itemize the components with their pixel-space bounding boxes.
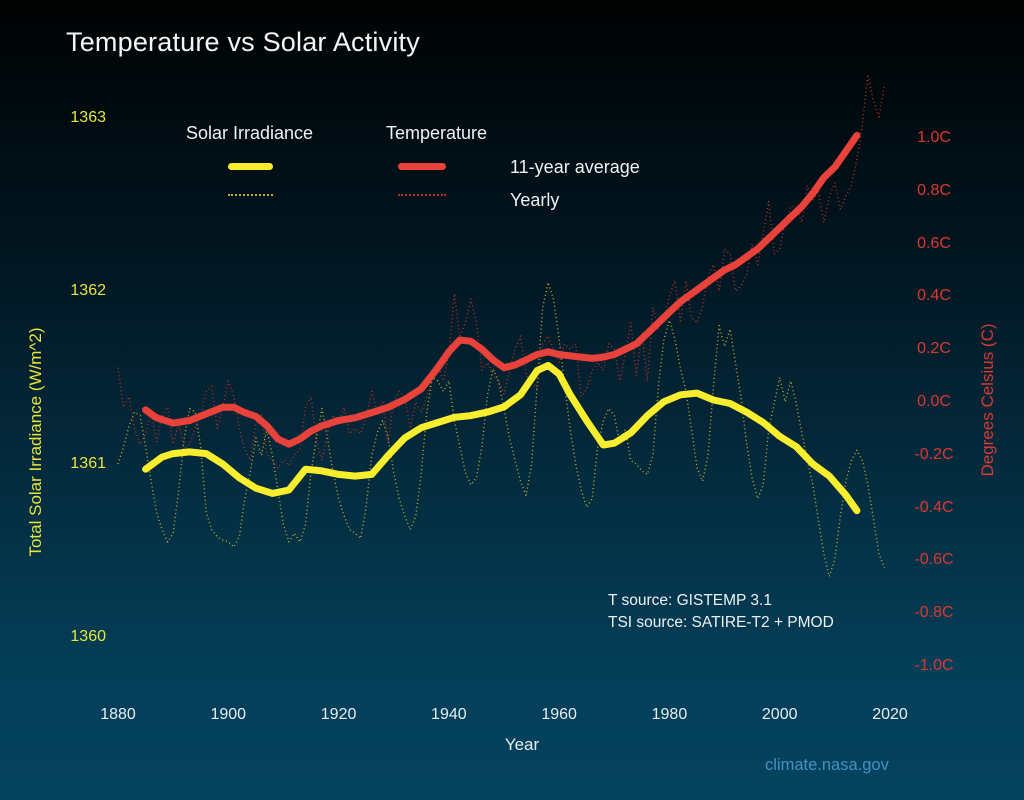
right-axis-tick--0.6C: -0.6C: [914, 551, 954, 569]
tsi-11yr-line: [142, 361, 861, 515]
x-axis-tick-2000: 2000: [761, 706, 798, 723]
temp-source-line: T source: GISTEMP 3.1: [608, 592, 772, 609]
right-axis-tick-0.4C: 0.4C: [917, 287, 951, 305]
right-axis-tick--0.8C: -0.8C: [914, 604, 954, 622]
right-axis-tick-0.8C: 0.8C: [917, 181, 951, 199]
legend-temp-avg-swatch: [398, 163, 446, 170]
tsi-source-line: TSI source: SATIRE-T2 + PMOD: [608, 614, 834, 631]
left-axis-tick-1363: 1363: [70, 109, 106, 126]
x-axis-tick-2020: 2020: [872, 706, 908, 723]
legend-solar-irradiance-title: Solar Irradiance: [186, 123, 314, 143]
y-axis-title-degrees-celsius: Degrees Celsius (C): [978, 323, 997, 477]
legend-solar-yearly-swatch: [228, 194, 273, 196]
left-axis-tick-1360: 1360: [70, 628, 106, 645]
temp-11yr-line: [142, 131, 861, 448]
page-title: Temperature vs Solar Activity: [66, 27, 420, 57]
x-axis-title-year: Year: [504, 735, 540, 754]
left-axis-tick-1362: 1362: [70, 282, 106, 299]
legend-temp-yearly-swatch: [398, 194, 446, 196]
right-axis-tick-0.0C: 0.0C: [917, 393, 951, 410]
right-axis-tick--0.4C: -0.4C: [914, 498, 954, 516]
right-axis-tick-0.2C: 0.2C: [917, 340, 951, 358]
legend-yearly-label: Yearly: [510, 190, 560, 210]
source-annotation: T source: GISTEMP 3.1 TSI source: SATIRE…: [608, 590, 834, 634]
tsi-yearly-line: [117, 281, 886, 578]
temp-yearly-line: [117, 73, 886, 469]
x-axis-tick-1880: 1880: [100, 706, 136, 723]
x-axis-tick-1920: 1920: [320, 706, 357, 723]
x-axis-tick-1980: 1980: [651, 706, 688, 723]
climate-nasa-gov-link[interactable]: climate.nasa.gov: [765, 756, 889, 774]
legend-solar-avg-swatch: [228, 163, 273, 170]
x-axis-tick-1940: 1940: [431, 706, 467, 723]
legend-temperature-title: Temperature: [386, 123, 488, 143]
y-axis-title-solar-irradiance: Total Solar Irradiance (W/m^2): [26, 327, 45, 557]
x-axis-tick-1900: 1900: [210, 706, 247, 723]
x-axis-tick-1960: 1960: [541, 706, 577, 723]
left-axis-tick-1361: 1361: [70, 455, 106, 472]
right-axis-tick-1.0C: 1.0C: [917, 129, 951, 146]
right-axis-tick--1.0C: -1.0C: [914, 657, 954, 674]
right-axis-tick--0.2C: -0.2C: [914, 445, 954, 463]
right-axis-tick-0.6C: 0.6C: [917, 234, 951, 252]
legend-11-year-average-label: 11-year average: [510, 157, 640, 177]
